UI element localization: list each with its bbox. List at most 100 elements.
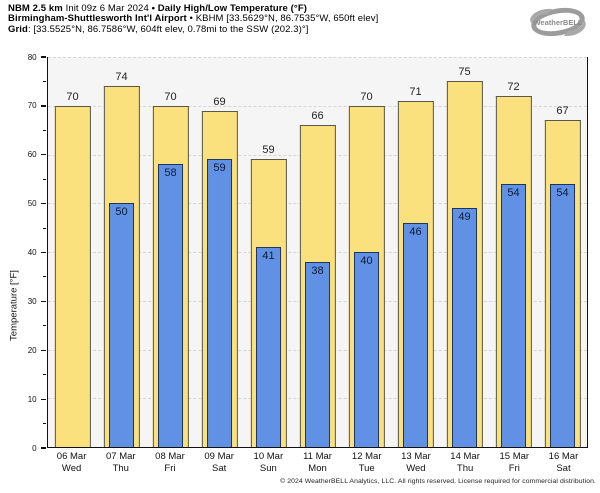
y-tick-label-20: 20 <box>7 346 37 355</box>
y-tick-80 <box>41 56 46 57</box>
y-tick-label-80: 80 <box>7 53 37 62</box>
x-tick-date: 09 Mar <box>195 451 244 463</box>
weatherbell-logo: WeatherBELL <box>522 2 594 44</box>
bar-group-15-mar: 72 54 <box>489 57 538 447</box>
high-value-label: 69 <box>213 96 225 108</box>
gridline-80 <box>48 57 587 58</box>
high-value-label: 59 <box>262 144 274 156</box>
low-value-label: 46 <box>404 226 428 238</box>
low-value-label: 40 <box>355 255 379 267</box>
x-tick-label: 16 MarSat <box>539 451 588 475</box>
x-tick-weekday: Thu <box>441 463 490 475</box>
x-tick-date: 16 Mar <box>539 451 588 463</box>
high-value-label: 70 <box>66 91 78 103</box>
plot-area: 7074507058695959416638704071467549725467… <box>47 57 588 448</box>
x-tick-date: 06 Mar <box>47 451 96 463</box>
x-axis: 06 MarWed07 MarThu08 MarFri09 MarSat10 M… <box>47 451 588 475</box>
bar-group-14-mar: 75 49 <box>440 57 489 447</box>
low-bar: 49 <box>452 208 478 447</box>
y-minor-tick-5 <box>43 423 46 424</box>
chart-header: NBM 2.5 km Init 09z 6 Mar 2024 • Daily H… <box>8 4 378 35</box>
x-tick-label: 09 MarSat <box>195 451 244 475</box>
grid-info: : [33.5525°N, 86.7586°W, 604ft elev, 0.7… <box>28 24 309 35</box>
x-tick-weekday: Fri <box>145 463 194 475</box>
x-tick-label: 10 MarSun <box>244 451 293 475</box>
y-tick-label-40: 40 <box>7 248 37 257</box>
y-minor-tick-55 <box>43 179 46 180</box>
x-tick-weekday: Wed <box>47 463 96 475</box>
low-value-label: 50 <box>110 206 134 218</box>
bar-group-10-mar: 59 41 <box>244 57 293 447</box>
low-bar: 58 <box>158 164 184 447</box>
bar-group-16-mar: 67 54 <box>538 57 587 447</box>
x-tick-label: 06 MarWed <box>47 451 96 475</box>
low-value-label: 41 <box>257 250 281 262</box>
low-value-label: 38 <box>306 265 330 277</box>
y-tick-label-50: 50 <box>7 199 37 208</box>
bar-group-12-mar: 70 40 <box>342 57 391 447</box>
high-value-label: 70 <box>360 91 372 103</box>
y-minor-tick-65 <box>43 130 46 131</box>
x-tick-date: 14 Mar <box>441 451 490 463</box>
y-tick-label-0: 0 <box>7 444 37 453</box>
weatherbell-swirl-icon: WeatherBELL <box>522 2 594 44</box>
low-bar: 40 <box>354 252 380 447</box>
x-tick-label: 14 MarThu <box>441 451 490 475</box>
y-tick-40 <box>41 252 46 253</box>
copyright-notice: © 2024 WeatherBELL Analytics, LLC. All r… <box>280 478 596 485</box>
x-tick-label: 13 MarWed <box>391 451 440 475</box>
low-bar: 46 <box>403 223 429 447</box>
bar-group-08-mar: 70 58 <box>146 57 195 447</box>
x-tick-label: 15 MarFri <box>490 451 539 475</box>
x-tick-date: 13 Mar <box>391 451 440 463</box>
grid-label: Grid <box>8 24 28 35</box>
x-tick-date: 11 Mar <box>293 451 342 463</box>
y-tick-10 <box>41 399 46 400</box>
y-tick-label-60: 60 <box>7 150 37 159</box>
x-tick-weekday: Thu <box>96 463 145 475</box>
x-tick-weekday: Fri <box>490 463 539 475</box>
x-tick-label: 07 MarThu <box>96 451 145 475</box>
x-tick-label: 12 MarTue <box>342 451 391 475</box>
low-bar: 41 <box>256 247 282 447</box>
y-minor-tick-25 <box>43 325 46 326</box>
bar-series: 7074507058695959416638704071467549725467… <box>48 57 587 447</box>
bar-group-11-mar: 66 38 <box>293 57 342 447</box>
header-line-3: Grid: [33.5525°N, 86.7586°W, 604ft elev,… <box>8 25 378 35</box>
high-value-label: 70 <box>164 91 176 103</box>
y-axis: Temperature [°F] 01020304050607080 <box>0 57 46 448</box>
y-tick-70 <box>41 105 46 106</box>
y-tick-label-10: 10 <box>7 395 37 404</box>
bar-group-06-mar: 70 <box>48 57 97 447</box>
low-value-label: 58 <box>159 167 183 179</box>
y-minor-tick-15 <box>43 374 46 375</box>
x-tick-weekday: Sat <box>539 463 588 475</box>
y-minor-tick-75 <box>43 81 46 82</box>
x-tick-weekday: Sun <box>244 463 293 475</box>
high-value-label: 66 <box>311 110 323 122</box>
y-tick-20 <box>41 350 46 351</box>
high-value-label: 71 <box>409 86 421 98</box>
y-tick-50 <box>41 203 46 204</box>
x-tick-date: 07 Mar <box>96 451 145 463</box>
high-value-label: 67 <box>556 105 568 117</box>
bar-group-09-mar: 6959 <box>195 57 244 447</box>
low-value-label: 49 <box>453 211 477 223</box>
x-tick-date: 15 Mar <box>490 451 539 463</box>
high-value-label: 75 <box>458 66 470 78</box>
y-tick-0 <box>41 447 46 448</box>
low-bar: 50 <box>109 203 135 447</box>
x-tick-date: 10 Mar <box>244 451 293 463</box>
low-value-label: 54 <box>551 187 575 199</box>
low-bar: 54 <box>501 184 527 447</box>
low-value-label: 54 <box>502 187 526 199</box>
x-tick-weekday: Sat <box>195 463 244 475</box>
weatherbell-logo-text: WeatherBELL <box>533 18 582 27</box>
high-bar <box>54 106 90 447</box>
x-tick-weekday: Tue <box>342 463 391 475</box>
x-tick-weekday: Wed <box>391 463 440 475</box>
x-tick-date: 12 Mar <box>342 451 391 463</box>
high-value-label: 72 <box>507 81 519 93</box>
weather-chart-page: NBM 2.5 km Init 09z 6 Mar 2024 • Daily H… <box>0 0 600 493</box>
high-value-label: 74 <box>115 71 127 83</box>
